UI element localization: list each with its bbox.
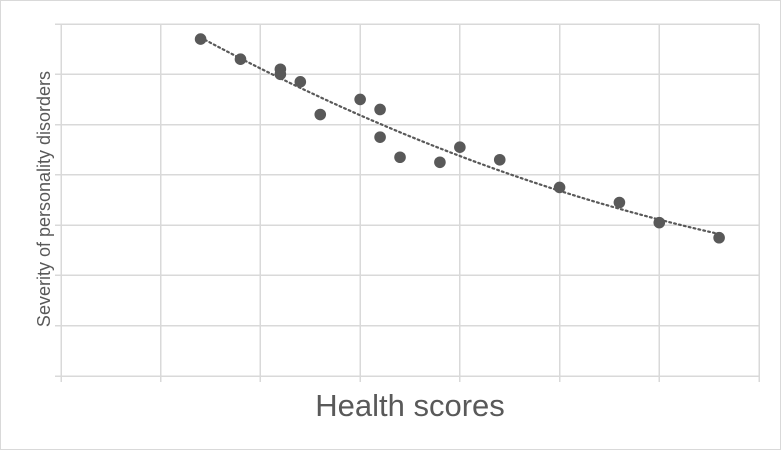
data-point: [553, 181, 566, 194]
data-point: [713, 231, 725, 244]
data-point: [394, 151, 406, 164]
data-point: [493, 153, 506, 166]
chart-grid: [55, 23, 760, 382]
data-point: [374, 131, 386, 143]
data-point: [314, 108, 327, 121]
y-axis-title: Severity of personality disorders: [34, 71, 54, 327]
data-point: [653, 216, 666, 229]
data-point: [274, 68, 287, 81]
trendline-layer: [199, 36, 721, 236]
data-point: [354, 93, 366, 106]
data-point: [294, 76, 307, 88]
x-axis-title: Health scores: [315, 388, 505, 423]
polynomial-trendline: [199, 36, 721, 236]
data-point: [434, 156, 446, 169]
data-points-layer: [194, 33, 725, 244]
data-point: [613, 196, 626, 209]
data-point: [234, 53, 247, 65]
data-point: [454, 141, 466, 153]
data-point: [374, 103, 386, 116]
data-point: [194, 33, 207, 45]
